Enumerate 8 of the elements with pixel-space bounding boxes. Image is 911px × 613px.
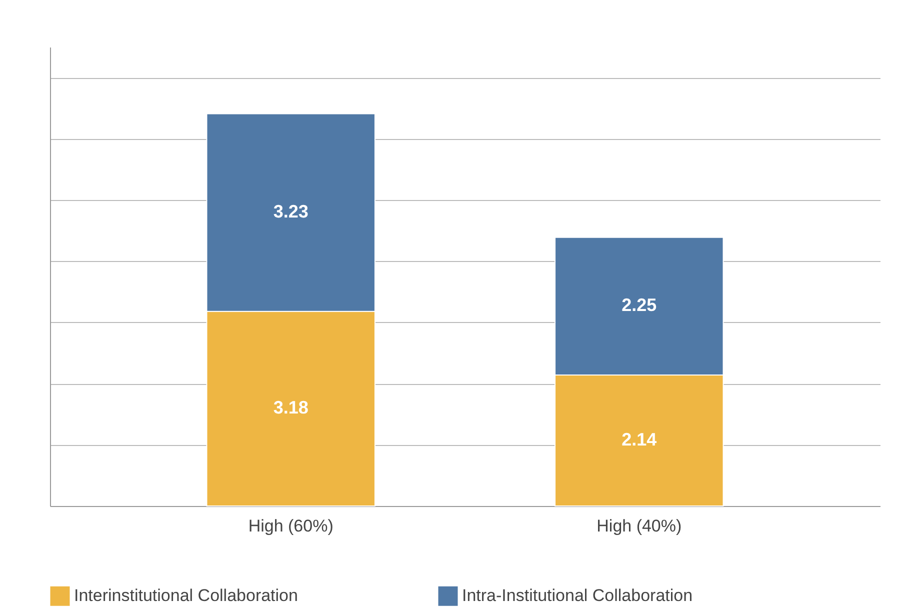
data-label: 2.14 — [622, 430, 657, 450]
data-label: 3.23 — [273, 202, 308, 222]
legend-label: Intra-Institutional Collaboration — [462, 586, 693, 606]
x-tick-label: High (60%) — [248, 516, 334, 536]
data-label: 3.18 — [273, 398, 308, 418]
data-label: 2.25 — [622, 295, 657, 316]
legend-label: Interinstitutional Collaboration — [74, 586, 298, 606]
x-tick-label: High (40%) — [596, 516, 682, 536]
